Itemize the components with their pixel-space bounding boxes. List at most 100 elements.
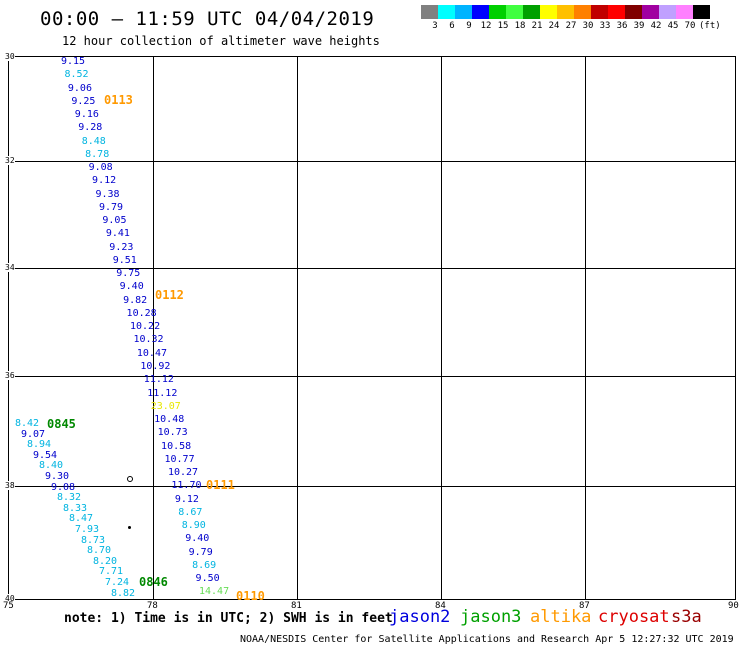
- map-subtitle: 12 hour collection of altimeter wave hei…: [62, 34, 380, 48]
- wave-height-value: 8.67: [178, 506, 203, 518]
- lat-gridline: [9, 268, 735, 269]
- wave-height-value: 9.28: [78, 122, 103, 134]
- legend-label: 39: [633, 21, 645, 31]
- credit-line: NOAA/NESDIS Center for Satellite Applica…: [240, 634, 734, 645]
- legend-label: 18: [514, 21, 526, 31]
- pass-time-label: 0112: [155, 288, 184, 302]
- wave-height-value: 8.40: [39, 460, 64, 472]
- legend-swatch: [659, 5, 676, 19]
- wave-height-value: 11.12: [147, 387, 178, 399]
- wave-height-value: 9.07: [21, 428, 46, 440]
- legend-swatch: [693, 5, 710, 19]
- pass-time-label: 0846: [139, 575, 168, 589]
- latitude-label: 30: [5, 52, 15, 61]
- legend-swatch: [676, 5, 693, 19]
- legend-label: 33: [599, 21, 611, 31]
- wave-height-value: 10.28: [126, 307, 157, 319]
- lat-gridline: [9, 376, 735, 377]
- wave-height-value: 8.47: [69, 513, 94, 525]
- wave-height-value: 8.33: [63, 502, 88, 514]
- satellite-altika-label: altika: [530, 607, 592, 627]
- legend-label: 3: [432, 21, 438, 31]
- legend-swatch: [557, 5, 574, 19]
- pass-time-label: 0111: [206, 478, 235, 492]
- wave-height-value: 23.07: [150, 400, 181, 412]
- wave-height-value: 8.20: [93, 555, 118, 567]
- latitude-label: 38: [5, 481, 15, 490]
- satellite-jason3-label: jason3: [460, 607, 522, 627]
- wave-height-value: 9.40: [185, 533, 210, 545]
- wave-height-value: 10.48: [154, 414, 185, 426]
- wave-height-value: 9.25: [71, 95, 96, 107]
- legend-label: 24: [548, 21, 560, 31]
- wave-height-value: 9.23: [109, 241, 134, 253]
- wave-height-value: 8.70: [87, 545, 112, 557]
- wave-height-value: 8.42: [15, 418, 40, 429]
- wave-height-value: 9.75: [116, 268, 141, 280]
- wave-height-value: 10.73: [157, 427, 188, 439]
- wave-height-value: 10.92: [140, 360, 171, 372]
- wave-height-value: 8.94: [27, 439, 52, 451]
- wave-height-value: 9.30: [45, 471, 70, 482]
- wave-height-value: 8.73: [81, 534, 106, 546]
- legend-swatch: [523, 5, 540, 19]
- wave-height-value: 8.90: [181, 520, 206, 532]
- legend-label: 15: [497, 21, 509, 31]
- legend-label: 30: [582, 21, 594, 31]
- pass-time-label: 0113: [104, 93, 133, 107]
- wave-height-value: 9.79: [98, 201, 124, 213]
- wave-height-value: 8.78: [85, 148, 110, 160]
- wave-height-value: 10.22: [130, 321, 161, 333]
- legend-swatch: [421, 5, 438, 19]
- wave-height-value: 9.38: [95, 188, 120, 200]
- legend-swatch: [625, 5, 642, 19]
- wave-height-value: 7.71: [99, 566, 124, 578]
- longitude-label: 87: [579, 601, 590, 611]
- legend-swatch: [642, 5, 659, 19]
- legend-label: 27: [565, 21, 577, 31]
- legend-swatch: [540, 5, 557, 19]
- wave-height-value: 9.40: [119, 281, 144, 293]
- latitude-label: 36: [5, 371, 15, 380]
- legend-label: 12: [480, 21, 492, 31]
- wave-height-value: 9.79: [188, 546, 213, 558]
- legend-swatch: [455, 5, 472, 19]
- legend-swatch: [591, 5, 608, 19]
- longitude-label: 81: [291, 601, 302, 611]
- pass-time-label: 0110: [236, 589, 265, 603]
- legend-label: 9: [466, 21, 472, 31]
- lon-gridline: [153, 57, 154, 599]
- legend-label: 36: [616, 21, 628, 31]
- lon-gridline: [297, 57, 298, 599]
- wave-height-value: 9.08: [51, 481, 76, 493]
- latitude-label: 32: [5, 156, 15, 165]
- wave-height-value: 11.12: [143, 374, 174, 386]
- wave-height-value: 9.12: [92, 175, 117, 187]
- lat-gridline: [9, 161, 735, 162]
- legend-swatch: [574, 5, 591, 19]
- wave-height-value: 9.41: [105, 228, 130, 240]
- legend-swatch: [438, 5, 455, 19]
- wave-height-value: 9.15: [61, 56, 86, 67]
- lon-gridline: [441, 57, 442, 599]
- wave-height-value: 10.27: [167, 467, 199, 479]
- legend-swatch: [506, 5, 523, 19]
- wave-height-value: 10.58: [161, 440, 192, 452]
- wave-height-value: 9.54: [33, 449, 58, 461]
- wave-height-value: 8.82: [111, 587, 136, 599]
- legend-label: 42: [650, 21, 662, 31]
- longitude-label: 75: [3, 601, 14, 611]
- wave-height-value: 9.16: [74, 109, 99, 121]
- map-title: 00:00 – 11:59 UTC 04/04/2019: [40, 8, 375, 30]
- legend-label: 21: [531, 21, 543, 31]
- wave-height-value: 10.77: [164, 453, 195, 465]
- wave-height-value: 9.06: [67, 82, 92, 94]
- wave-height-value: 7.93: [75, 524, 100, 535]
- longitude-label: 84: [435, 601, 446, 611]
- wave-height-value: 8.69: [192, 559, 217, 571]
- satellite-jason2-label: jason2: [389, 607, 451, 627]
- pass-time-label: 0845: [47, 417, 76, 431]
- wave-height-value: 7.24: [105, 577, 130, 588]
- satellite-s3a-label: s3a: [671, 607, 702, 627]
- wave-height-value: 8.32: [57, 492, 82, 504]
